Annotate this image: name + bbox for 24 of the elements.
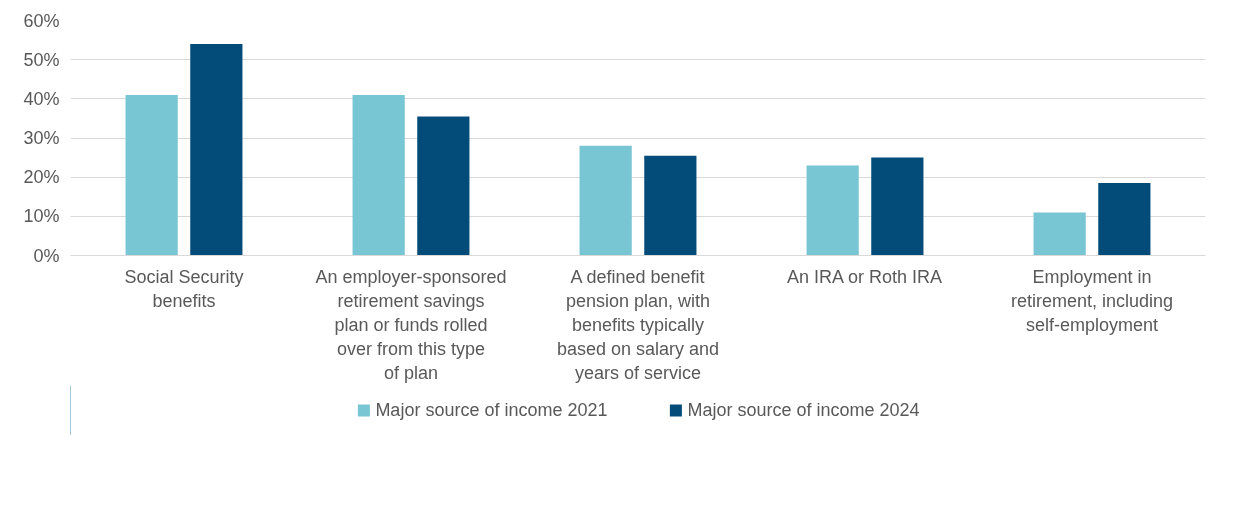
x-tick-label: An employer-sponsored retirement savings plan or funds rolled over from this type of plan — [315, 266, 507, 383]
legend-label: Major source of income 2024 — [687, 399, 920, 421]
bar — [1033, 212, 1086, 256]
x-tick-label: A defined benefit pension plan, with benefits typically based on salary and years of service — [556, 266, 720, 383]
y-tick-label: 20% — [23, 167, 60, 188]
bar — [579, 145, 632, 256]
bar — [871, 157, 924, 256]
y-tick-label: 60% — [23, 10, 60, 31]
bar — [190, 44, 243, 256]
x-tick-label: An IRA or Roth IRA — [786, 266, 943, 287]
y-tick-label: 30% — [23, 128, 60, 148]
y-tick-label: 40% — [23, 88, 60, 109]
y-tick-label: 0% — [33, 245, 60, 266]
bar — [352, 94, 405, 256]
y-tick-label: 10% — [23, 206, 60, 227]
x-tick-label: Employment in retirement, including self-employment — [1010, 266, 1174, 335]
bar — [125, 94, 178, 256]
legend-label: Major source of income 2021 — [375, 399, 608, 421]
x-tick-label: Social Security benefits — [124, 266, 244, 311]
bar — [1098, 183, 1151, 256]
bar — [417, 116, 470, 256]
y-tick-label: 50% — [23, 49, 60, 70]
bar — [644, 155, 697, 256]
bar — [806, 165, 859, 256]
